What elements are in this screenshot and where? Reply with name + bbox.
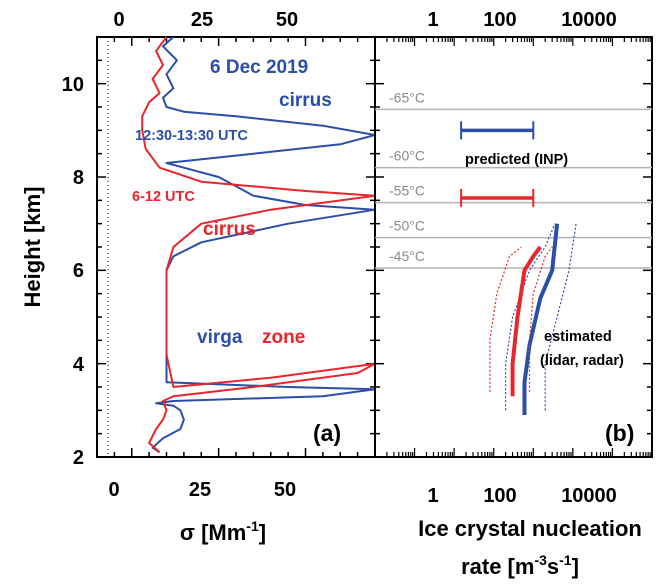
date-annotation: 6 Dec 2019 [210,57,308,78]
temperature-label: -50°C [389,218,425,234]
y-tick-label: 8 [73,167,84,189]
x-tick-label-bottom: 0 [108,479,119,501]
y-tick-label: 10 [62,74,84,96]
x-tick-label-top: 1 [427,9,438,31]
temperature-levels: -65°C -60°C -55°C -50°C -45°C [375,89,652,269]
temperature-label: -65°C [389,89,425,105]
x-axis-title-line2: rate [m-3s-1] [461,552,579,579]
panel-b-ticks [374,36,652,458]
estimated-annotation-line1: estimated [544,329,612,345]
x-tick-label-bottom: 100 [483,485,516,507]
x-axis-title-main: σ [Mm [180,520,246,545]
panel-a-series [141,36,376,454]
x-axis-title: σ [Mm-1] [180,518,266,545]
x-tick-label-bottom: 25 [189,479,211,501]
x-tick-label-bottom: 50 [274,479,296,501]
y-axis-title: Height [km] [20,187,45,308]
x-axis-title-sup1: -3 [534,552,547,568]
x-axis-title-line1: Ice crystal nucleation [418,516,642,541]
estimated-bound-line [528,246,553,392]
panel-label-b: (b) [605,420,634,446]
x-tick-label-top: 0 [113,9,124,31]
cirrus-red-annotation: cirrus [203,219,256,240]
x-tick-label-bottom: 10000 [561,485,617,507]
x-tick-label-top: 25 [191,9,213,31]
estimated-line [510,245,542,397]
temperature-label: -55°C [389,183,425,199]
temperature-label: -45°C [389,248,425,264]
x-tick-label-top: 10000 [561,9,617,31]
y-tick-label: 2 [73,447,84,469]
time-red-annotation: 6-12 UTC [132,189,195,205]
x-axis-title-end: ] [572,554,579,579]
panel-a: 2 4 6 8 10 0 25 50 0 25 50 Height [km] σ… [20,9,376,545]
y-tick-label: 6 [73,260,84,282]
panel-b-series [460,121,577,415]
cirrus-blue-annotation: cirrus [279,90,332,111]
temperature-label: -60°C [389,148,425,164]
series-line-red [141,36,376,454]
series-line-blue [151,36,376,454]
virga-annotation: virga [197,327,243,348]
x-tick-label-bottom: 1 [427,485,438,507]
x-tick-label-top: 50 [276,9,298,31]
panel-label-a: (a) [313,420,341,446]
estimated-annotation-line2: (lidar, radar) [540,353,624,369]
x-axis-title-sup: -1 [246,518,259,534]
predicted-annotation: predicted (INP) [465,152,568,168]
estimated-bound-line [544,223,577,411]
time-blue-annotation: 12:30-13:30 UTC [135,128,248,144]
panel-b: -65°C-60°C-55°C-50°C-45°C 1 100 10000 1 … [374,9,653,579]
estimated-line [522,223,560,415]
x-axis-title-sup2: -1 [559,552,572,568]
x-axis-title-rate: rate [m [461,554,534,579]
x-axis-title-end: ] [259,520,266,545]
zone-annotation: zone [262,327,305,348]
x-axis-title-s: s [547,554,559,579]
x-tick-label-top: 100 [483,9,516,31]
y-tick-label: 4 [73,354,85,376]
